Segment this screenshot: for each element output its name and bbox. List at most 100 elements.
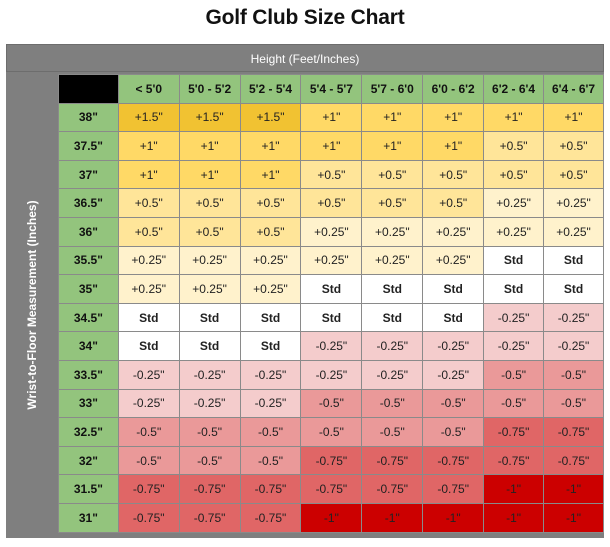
adjustment-cell: -1" [361, 502, 424, 533]
adjustment-cell: +0.5" [178, 216, 241, 247]
adjustment-cell: +0.25" [300, 216, 363, 247]
table-row: 37.5" +1" +1" +1" +1" +1" +1" +0.5" +0.5" [58, 131, 604, 161]
table-row: 31" -0.75" -0.75" -0.75" -1" -1" -1" -1" -1" [58, 502, 604, 533]
wrist-measure-row-header: 31" [58, 502, 119, 533]
table-row: 37" +1" +1" +1" +0.5" +0.5" +0.5" +0.5" +0.5" [58, 159, 604, 190]
adjustment-cell: -0.75" [178, 474, 241, 504]
adjustment-cell: Std [239, 302, 302, 333]
table-row: 36" +0.5" +0.5" +0.5" +0.25" +0.25" +0.25" +0.2… [58, 216, 604, 247]
adjustment-cell: +0.5" [300, 188, 363, 218]
adjustment-cell: -0.25" [361, 359, 424, 390]
adjustment-cell: -1" [543, 474, 604, 504]
adjustment-cell: -0.75" [361, 445, 424, 476]
adjustment-cell: +0.5" [543, 131, 604, 161]
adjustment-cell: -0.25" [361, 331, 424, 361]
adjustment-cell: +0.5" [178, 188, 241, 218]
adjustment-cell: +0.5" [422, 159, 485, 190]
adjustment-cell: +0.25" [300, 245, 363, 276]
adjustment-cell: +0.25" [239, 274, 302, 304]
adjustment-cell: -0.75" [117, 502, 180, 533]
adjustment-cell: Std [300, 302, 363, 333]
corner-cell [58, 74, 119, 104]
adjustment-cell: -0.5" [422, 417, 485, 447]
adjustment-cell: -0.75" [361, 474, 424, 504]
adjustment-cell: -0.75" [178, 502, 241, 533]
adjustment-cell: -0.5" [300, 417, 363, 447]
adjustment-cell: -1" [543, 502, 604, 533]
adjustment-cell: -0.5" [178, 417, 241, 447]
adjustment-cell: +0.5" [361, 159, 424, 190]
height-column-header: 6'0 - 6'2 [422, 74, 485, 104]
adjustment-cell: +0.25" [483, 188, 545, 218]
adjustment-cell: Std [117, 331, 180, 361]
adjustment-cell: +1" [300, 131, 363, 161]
adjustment-cell: -0.75" [239, 474, 302, 504]
wrist-measure-band: Wrist-to-Floor Measurement (Inches) [6, 72, 58, 538]
adjustment-cell: +0.5" [117, 216, 180, 247]
chart-title: Golf Club Size Chart [205, 6, 405, 29]
adjustment-cell: +0.5" [117, 188, 180, 218]
adjustment-cell: -0.75" [422, 445, 485, 476]
adjustment-cell: Std [543, 245, 604, 276]
adjustment-cell: -0.25" [422, 331, 485, 361]
adjustment-cell: -0.25" [300, 331, 363, 361]
adjustment-cell: +1" [178, 131, 241, 161]
adjustment-cell: +0.25" [178, 274, 241, 304]
adjustment-cell: +0.5" [239, 216, 302, 247]
adjustment-cell: -0.5" [300, 388, 363, 419]
adjustment-cell: Std [178, 331, 241, 361]
adjustment-cell: Std [543, 274, 604, 304]
adjustment-cell: Std [483, 274, 545, 304]
adjustment-cell: +0.25" [543, 188, 604, 218]
adjustment-cell: +1" [361, 131, 424, 161]
wrist-measure-row-header: 32" [58, 445, 119, 476]
adjustment-cell: +1" [422, 131, 485, 161]
adjustment-cell: +0.25" [361, 216, 424, 247]
column-header-row: < 5'0 5'0 - 5'2 5'2 - 5'4 5'4 - 5'7 5'7 - 6'… [58, 74, 604, 104]
adjustment-cell: -0.25" [117, 359, 180, 390]
adjustment-cell: -0.5" [483, 388, 545, 419]
size-chart-table: Height (Feet/Inches) Wrist-to-Floor Meas… [6, 44, 604, 538]
table-row: 38" +1.5" +1.5" +1.5" +1" +1" +1" +1" +1" [58, 102, 604, 133]
height-column-header: 6'4 - 6'7 [543, 74, 604, 104]
adjustment-cell: -0.25" [300, 359, 363, 390]
adjustment-cell: +0.5" [239, 188, 302, 218]
height-column-header: 5'7 - 6'0 [361, 74, 424, 104]
adjustment-cell: +1" [117, 159, 180, 190]
adjustment-cell: +0.25" [483, 216, 545, 247]
adjustment-cell: -0.25" [178, 359, 241, 390]
adjustment-cell: -0.25" [178, 388, 241, 419]
adjustment-cell: +0.5" [300, 159, 363, 190]
adjustment-cell: +1" [117, 131, 180, 161]
adjustment-cell: +0.25" [543, 216, 604, 247]
adjustment-cell: +1.5" [239, 102, 302, 133]
wrist-measure-row-header: 34" [58, 331, 119, 361]
height-header: Height (Feet/Inches) [6, 44, 604, 72]
adjustment-cell: +0.5" [483, 159, 545, 190]
adjustment-cell: -0.5" [361, 388, 424, 419]
adjustment-cell: -0.5" [543, 388, 604, 419]
adjustment-cell: -0.25" [543, 302, 604, 333]
adjustment-cell: +1" [422, 102, 485, 133]
adjustment-cell: +1" [361, 102, 424, 133]
table-row: 32" -0.5" -0.5" -0.5" -0.75" -0.75" -0.75" -0.7… [58, 445, 604, 476]
adjustment-cell: -0.75" [543, 417, 604, 447]
adjustment-cell: -0.75" [239, 502, 302, 533]
height-column-header: 6'2 - 6'4 [483, 74, 545, 104]
adjustment-cell: +0.25" [239, 245, 302, 276]
adjustment-cell: +0.5" [422, 188, 485, 218]
wrist-measure-row-header: 37.5" [58, 131, 119, 161]
adjustment-cell: -0.25" [543, 331, 604, 361]
adjustment-cell: -0.25" [422, 359, 485, 390]
adjustment-cell: -0.75" [300, 445, 363, 476]
wrist-measure-row-header: 38" [58, 102, 119, 133]
adjustment-cell: Std [239, 331, 302, 361]
adjustment-cell: -0.75" [483, 417, 545, 447]
adjustment-cell: -0.5" [239, 417, 302, 447]
adjustment-cell: Std [422, 302, 485, 333]
adjustment-cell: +1" [300, 102, 363, 133]
wrist-measure-row-header: 33.5" [58, 359, 119, 390]
adjustment-cell: +1.5" [117, 102, 180, 133]
height-column-header: 5'2 - 5'4 [239, 74, 302, 104]
wrist-measure-row-header: 32.5" [58, 417, 119, 447]
